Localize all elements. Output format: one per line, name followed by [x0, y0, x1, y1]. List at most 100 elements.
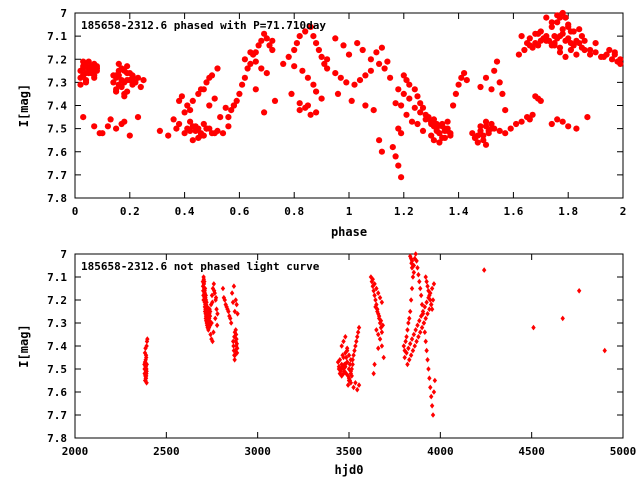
- data-point: [231, 283, 237, 289]
- data-point: [187, 127, 194, 134]
- data-point: [395, 125, 402, 132]
- data-point: [204, 304, 210, 310]
- data-point: [477, 83, 484, 91]
- data-point: [518, 118, 525, 125]
- data-point: [113, 125, 120, 132]
- data-point: [210, 338, 215, 345]
- data-point: [422, 304, 428, 310]
- data-point: [398, 102, 405, 109]
- data-point: [235, 311, 240, 317]
- data-point: [430, 137, 437, 144]
- data-point: [355, 334, 360, 340]
- data-point: [377, 294, 383, 301]
- data-point: [210, 299, 215, 306]
- y-tick-label: 7.1: [47, 30, 67, 43]
- data-point: [480, 137, 487, 144]
- data-point: [378, 148, 385, 155]
- data-point: [225, 114, 232, 121]
- y-tick-label: 7.3: [47, 76, 67, 89]
- data-point: [189, 137, 196, 144]
- data-point: [181, 130, 188, 137]
- x-tick-label: 0.8: [284, 205, 304, 218]
- data-point: [428, 297, 433, 303]
- data-point: [215, 311, 220, 317]
- data-point: [389, 144, 396, 151]
- data-point: [203, 301, 209, 308]
- data-point: [339, 373, 344, 379]
- data-point: [404, 350, 409, 356]
- data-point: [403, 338, 408, 345]
- data-point: [424, 347, 429, 354]
- data-point: [556, 49, 564, 56]
- data-point: [231, 347, 237, 354]
- data-point: [480, 132, 487, 139]
- data-point: [310, 81, 317, 88]
- data-point: [444, 118, 451, 125]
- data-point: [367, 56, 374, 63]
- data-point: [313, 40, 320, 47]
- data-point: [347, 361, 353, 368]
- data-point: [263, 35, 270, 42]
- data-point: [143, 352, 149, 358]
- data-point: [524, 40, 531, 47]
- data-point: [221, 294, 227, 301]
- data-point: [401, 343, 406, 349]
- data-point: [340, 363, 345, 370]
- data-point: [424, 299, 429, 306]
- data-point: [362, 72, 369, 79]
- data-point: [422, 329, 428, 335]
- data-point: [143, 375, 148, 381]
- data-point: [429, 306, 435, 312]
- data-point: [255, 42, 262, 49]
- data-point: [584, 114, 591, 121]
- data-point: [481, 267, 487, 273]
- data-point: [233, 327, 238, 333]
- data-point: [421, 320, 427, 326]
- data-point: [304, 102, 311, 109]
- data-point: [93, 67, 100, 74]
- data-point: [280, 60, 287, 67]
- data-point: [423, 274, 428, 280]
- data-point: [458, 74, 465, 81]
- data-point: [239, 81, 246, 88]
- data-point: [409, 258, 415, 264]
- y-axis-label: I[mag]: [17, 324, 31, 367]
- data-point: [398, 174, 405, 181]
- data-point: [482, 141, 490, 148]
- data-point: [195, 134, 202, 141]
- data-point: [82, 77, 90, 84]
- data-point: [201, 274, 206, 280]
- data-point: [85, 65, 92, 72]
- data-point: [351, 352, 356, 358]
- data-point: [310, 33, 317, 40]
- data-point: [143, 359, 148, 365]
- data-point: [375, 308, 380, 315]
- data-point: [211, 130, 218, 137]
- data-point: [348, 357, 354, 363]
- data-point: [430, 297, 436, 303]
- data-point: [526, 116, 533, 123]
- data-point: [433, 120, 440, 128]
- data-point: [414, 258, 419, 264]
- data-point: [304, 74, 311, 81]
- data-point: [429, 285, 435, 292]
- y-tick-label: 7: [60, 248, 67, 261]
- data-point: [496, 127, 503, 134]
- data-point: [206, 315, 211, 322]
- y-tick-label: 7.5: [47, 123, 67, 136]
- data-point: [338, 368, 343, 375]
- data-point: [142, 350, 148, 356]
- y-tick-label: 7.8: [47, 432, 67, 445]
- data-point: [581, 37, 588, 44]
- data-point: [85, 58, 92, 65]
- data-point: [562, 53, 569, 61]
- data-point: [573, 125, 580, 132]
- x-tick-label: 4000: [427, 445, 454, 458]
- data-point: [502, 130, 509, 137]
- data-point: [403, 77, 410, 84]
- data-point: [429, 393, 434, 400]
- data-point: [269, 37, 276, 44]
- data-point: [477, 123, 484, 130]
- data-point: [436, 139, 443, 146]
- data-point: [496, 79, 503, 86]
